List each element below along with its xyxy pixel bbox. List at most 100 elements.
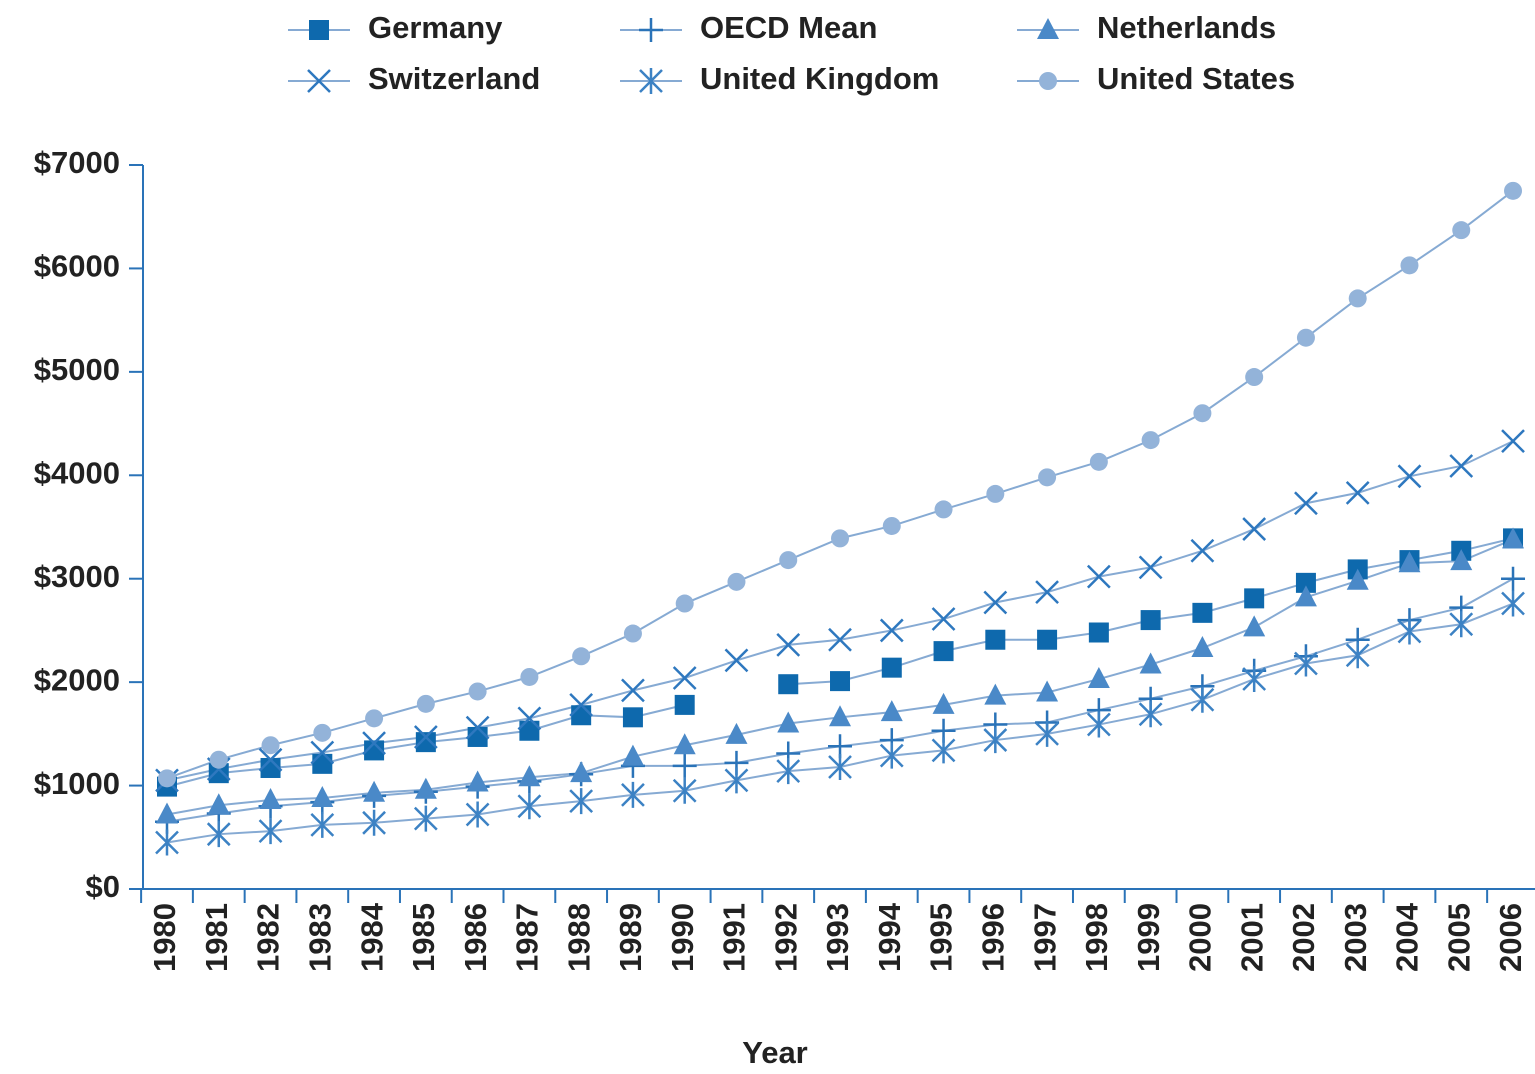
x-tick-label: 2000 — [1183, 903, 1218, 972]
marker — [621, 781, 645, 808]
marker — [1501, 429, 1525, 454]
marker — [621, 678, 645, 703]
x-tick-label: 1980 — [147, 903, 182, 972]
marker — [1296, 328, 1315, 347]
marker — [1501, 590, 1525, 617]
marker — [983, 590, 1008, 615]
marker — [1449, 611, 1474, 638]
marker — [622, 707, 643, 728]
x-tick-label: 1998 — [1079, 903, 1114, 972]
x-tick-label: 2002 — [1286, 903, 1321, 972]
marker — [675, 594, 694, 613]
x-tick-label: 1991 — [717, 903, 752, 972]
marker — [414, 777, 437, 799]
x-tick-label: 1990 — [665, 903, 700, 972]
marker — [1294, 650, 1318, 677]
marker — [879, 618, 904, 643]
marker — [517, 706, 542, 731]
marker — [1139, 652, 1162, 674]
marker — [518, 765, 541, 787]
marker — [932, 692, 955, 714]
marker — [1086, 711, 1111, 738]
marker — [313, 723, 332, 742]
marker — [570, 761, 593, 783]
x-tick-label: 1984 — [354, 902, 389, 972]
y-tick-label: $5000 — [34, 352, 120, 387]
marker — [621, 744, 644, 766]
marker — [572, 647, 591, 666]
marker — [206, 821, 231, 848]
marker — [1087, 667, 1110, 689]
marker — [310, 811, 335, 838]
legend-marker — [1039, 72, 1057, 90]
marker — [1452, 221, 1471, 240]
marker — [209, 750, 228, 769]
x-axis-label: Year — [742, 1035, 808, 1070]
marker — [828, 753, 852, 780]
marker — [777, 711, 800, 733]
marker — [312, 753, 333, 774]
marker — [363, 780, 386, 802]
marker — [1140, 610, 1161, 631]
x-tick-label: 1993 — [820, 903, 855, 972]
marker — [778, 674, 799, 695]
marker — [831, 529, 850, 548]
marker — [413, 725, 438, 749]
x-tick-label: 2006 — [1493, 903, 1528, 972]
marker — [672, 777, 697, 804]
marker — [1346, 568, 1369, 590]
marker — [208, 763, 229, 784]
marker — [156, 802, 178, 824]
marker — [1501, 566, 1526, 591]
marker — [468, 682, 487, 701]
x-tick-label: 1987 — [510, 903, 545, 972]
marker — [517, 793, 542, 820]
marker — [1345, 642, 1370, 669]
y-tick-label: $1000 — [34, 766, 120, 801]
marker — [1397, 464, 1422, 489]
marker — [569, 693, 594, 717]
marker — [1191, 636, 1214, 658]
marker — [880, 700, 903, 722]
marker — [465, 801, 490, 828]
marker — [934, 500, 953, 519]
marker — [1138, 701, 1163, 728]
marker — [1398, 551, 1421, 573]
x-tick-label: 1981 — [199, 903, 234, 972]
x-tick-label: 1994 — [872, 902, 907, 972]
marker — [259, 788, 282, 810]
marker — [983, 727, 1008, 754]
legend-label: Switzerland — [368, 61, 540, 96]
marker — [415, 732, 436, 753]
y-tick-label: $4000 — [34, 455, 120, 490]
marker — [1345, 480, 1370, 505]
series-line — [166, 440, 1514, 782]
marker — [984, 683, 1007, 705]
x-tick-label: 1988 — [561, 903, 596, 972]
marker — [1190, 538, 1215, 563]
marker — [258, 818, 283, 845]
marker — [1502, 527, 1525, 549]
marker — [465, 715, 490, 740]
marker — [1089, 452, 1108, 471]
x-tick-label: 1982 — [251, 903, 286, 972]
marker — [1035, 720, 1059, 747]
marker — [1348, 289, 1367, 308]
marker — [776, 758, 801, 785]
marker — [571, 705, 592, 726]
series-line — [166, 577, 1514, 823]
marker — [879, 742, 904, 769]
marker — [1242, 517, 1267, 541]
marker — [520, 667, 539, 686]
marker — [158, 769, 176, 788]
marker — [1449, 454, 1474, 478]
marker — [674, 694, 695, 715]
legend-label: United States — [1097, 61, 1295, 96]
x-tick-label: 1992 — [768, 903, 803, 972]
marker — [1192, 602, 1213, 623]
marker — [1141, 431, 1160, 450]
marker — [727, 572, 746, 591]
marker — [1450, 549, 1473, 571]
x-tick-label: 2004 — [1390, 902, 1425, 972]
